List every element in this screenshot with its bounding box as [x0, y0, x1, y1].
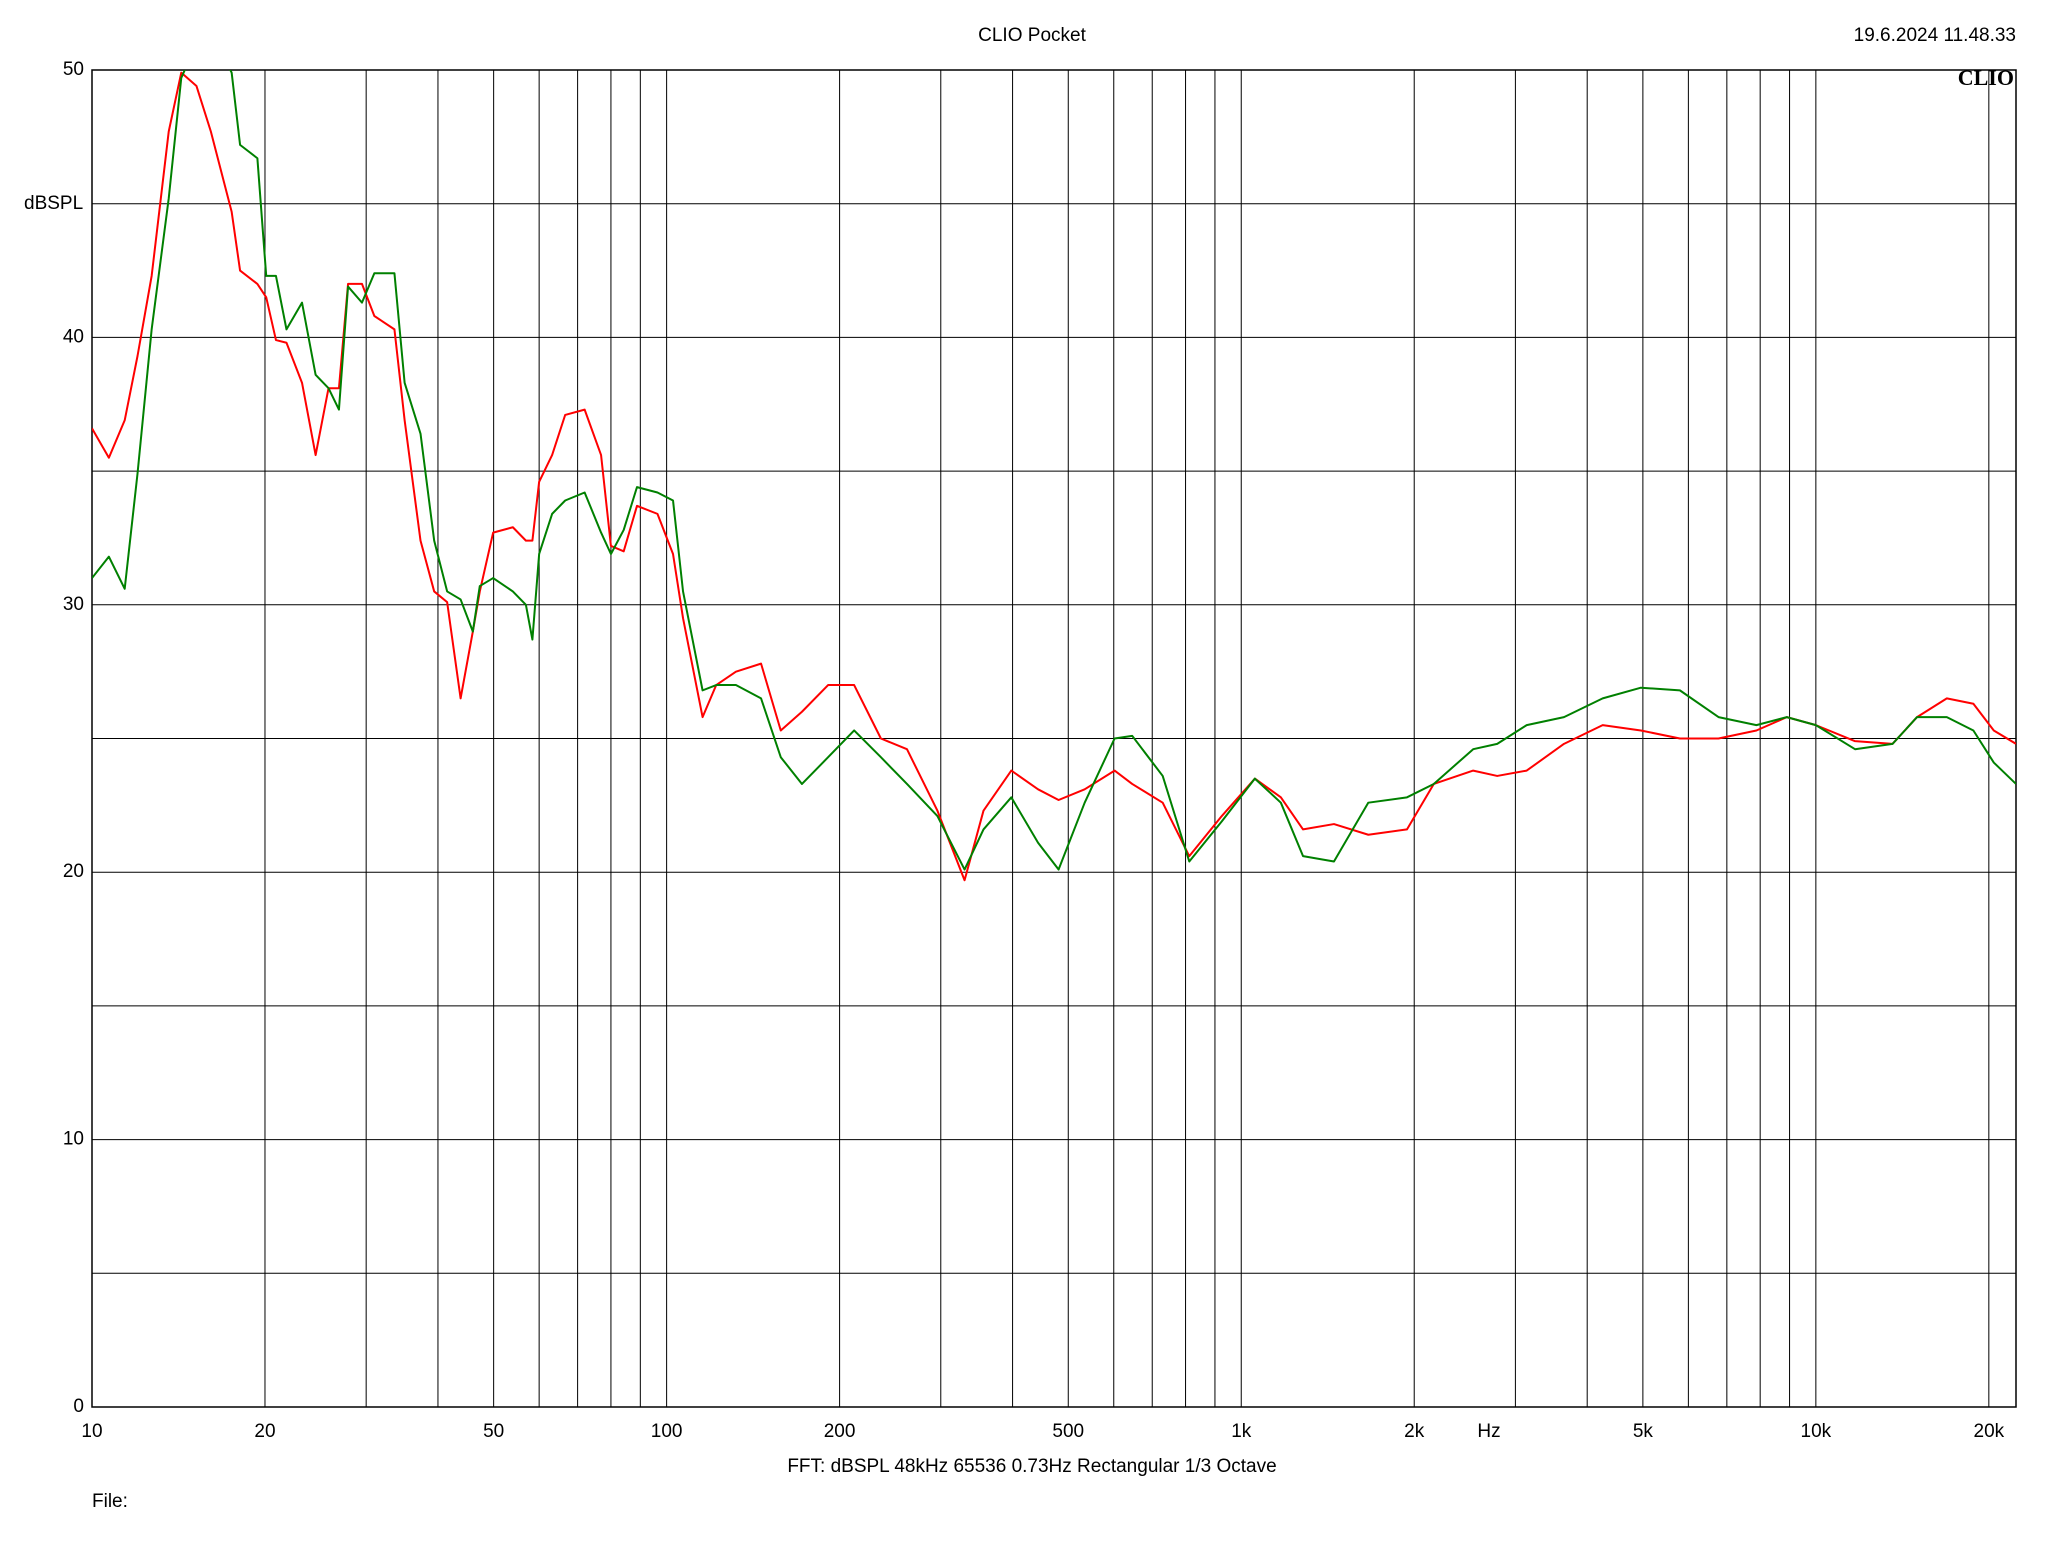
timestamp: 19.6.2024 11.48.33	[1854, 25, 2016, 46]
x-tick-label: 200	[824, 1421, 856, 1442]
y-axis-label: dBSPL	[24, 193, 83, 214]
series-line	[92, 71, 2016, 882]
x-axis-label: Hz	[1477, 1421, 1500, 1442]
x-tick-label: 5k	[1633, 1421, 1654, 1442]
x-tick-label: 20	[254, 1421, 275, 1442]
x-tick-label: 1k	[1231, 1421, 1252, 1442]
plot-area	[92, 70, 2016, 882]
x-tick-label: 100	[651, 1421, 683, 1442]
footer: FFT: dBSPL 48kHz 65536 0.73Hz Rectangula…	[787, 1456, 1276, 1477]
y-tick-label: 10	[63, 1129, 84, 1150]
plot-frame	[91, 69, 2017, 1408]
series-line	[92, 70, 2016, 871]
file-label: File:	[92, 1491, 128, 1512]
x-tick-label: 50	[483, 1421, 504, 1442]
y-tick-label: 40	[63, 326, 84, 347]
chart-title: CLIO Pocket	[978, 25, 1086, 46]
y-tick-label: 0	[73, 1396, 84, 1417]
y-tick-label: 50	[63, 59, 84, 80]
y-tick-label: 30	[63, 594, 84, 615]
logo: CLIO	[1958, 65, 2014, 90]
x-tick-label: 500	[1052, 1421, 1084, 1442]
y-tick-label: 20	[63, 861, 84, 882]
x-tick-label: 2k	[1404, 1421, 1425, 1442]
x-tick-label: 20k	[1974, 1421, 2005, 1442]
x-tick-label: 10	[81, 1421, 102, 1442]
x-tick-label: 10k	[1801, 1421, 1832, 1442]
